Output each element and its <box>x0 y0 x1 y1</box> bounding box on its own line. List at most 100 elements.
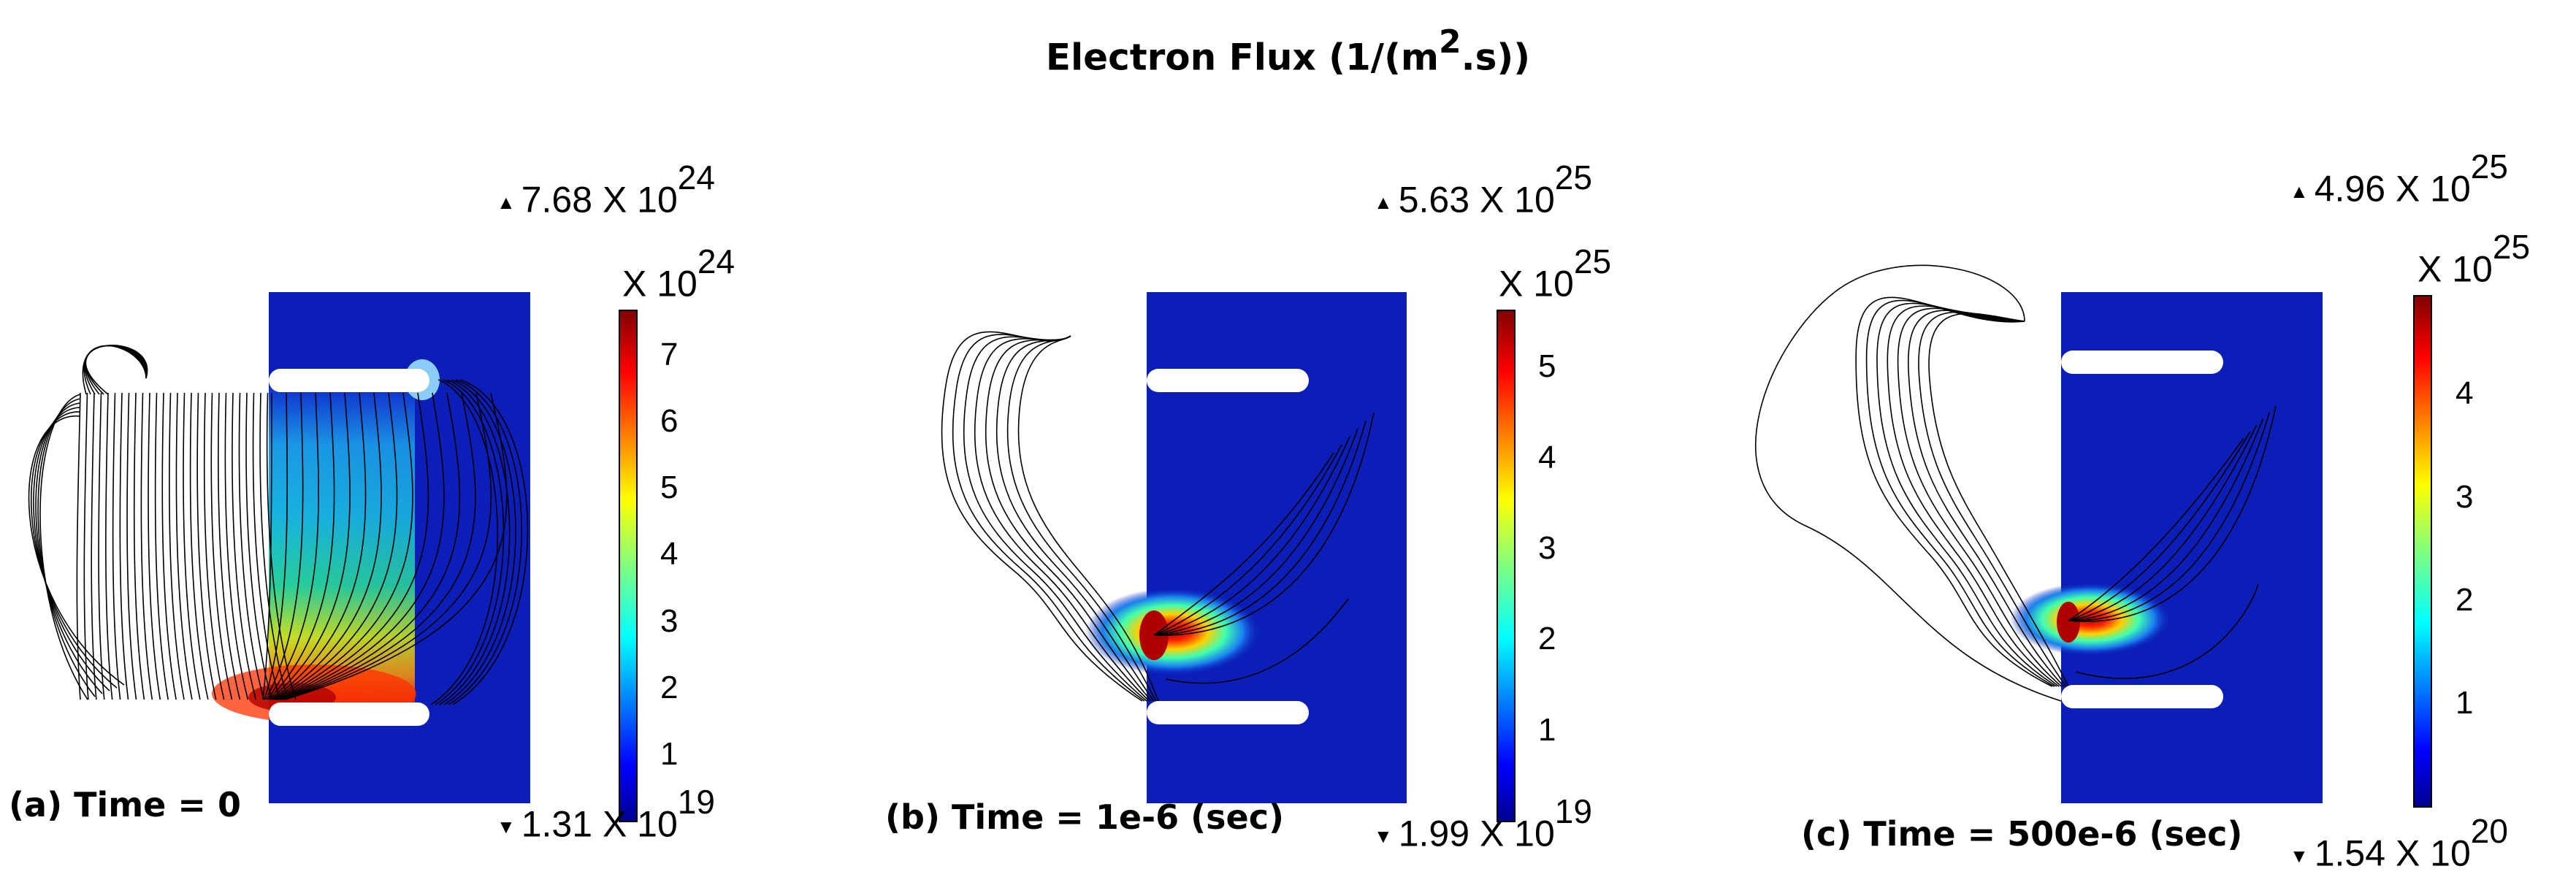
streamline <box>140 392 153 700</box>
streamline <box>1006 335 1157 702</box>
colorbar <box>2413 295 2432 808</box>
panel-caption: (b) Time = 1e-6 (sec) <box>885 797 1285 837</box>
streamline <box>33 407 110 692</box>
streamline <box>1855 296 2052 687</box>
streamline <box>452 379 529 705</box>
colorbar <box>1497 310 1516 822</box>
colorbar-tick-label: 2 <box>1538 621 1556 657</box>
streamline <box>2068 405 2277 622</box>
colorbar-tick-label: 1 <box>1538 711 1556 748</box>
streamline <box>232 392 257 700</box>
min-value-label: ▼ 1.99 X 1019 <box>1374 792 1592 854</box>
panel-b-plot <box>941 292 1516 822</box>
panel-b: ▲ 5.63 X 1025 X 1025 5 4 3 2 1 ▼ 1.99 X 1019 (… <box>859 0 1718 896</box>
colorbar-tick-label: 3 <box>1538 529 1556 566</box>
colorbar-tick-label: 3 <box>660 602 679 639</box>
colorbar-tick-label: 5 <box>660 470 679 506</box>
streamline <box>245 392 272 700</box>
streamline <box>274 392 398 700</box>
streamline <box>280 392 461 700</box>
streamline <box>995 335 1155 702</box>
streamline <box>448 379 522 705</box>
streamline <box>277 392 429 700</box>
streamline <box>1017 335 1159 702</box>
streamlines <box>1755 264 2277 702</box>
streamline <box>439 379 511 705</box>
streamline <box>268 392 335 700</box>
streamline <box>2068 425 2258 621</box>
top-electrode <box>269 369 429 392</box>
streamline <box>175 392 193 700</box>
streamline <box>76 392 81 700</box>
streamline <box>1153 412 1375 636</box>
streamline <box>435 379 505 705</box>
streamline <box>270 392 351 700</box>
streamline <box>2068 437 2244 621</box>
streamline <box>259 392 288 700</box>
colorbar-tick-label: 1 <box>660 735 679 772</box>
max-value-label: ▲ 5.63 X 1025 <box>1374 158 1592 221</box>
streamlines <box>28 345 529 705</box>
streamline <box>224 392 249 700</box>
streamline <box>941 331 1143 702</box>
streamline <box>210 392 233 700</box>
colorbar-tick-label: 3 <box>2455 478 2474 515</box>
streamline <box>252 392 280 700</box>
streamline <box>126 392 137 700</box>
streamline <box>1153 436 1350 636</box>
streamline <box>443 379 516 705</box>
colorbar-unit-label: X 1025 <box>1499 242 1612 305</box>
streamlines <box>941 331 1375 702</box>
streamline <box>161 392 177 700</box>
colorbar-tick-label: 4 <box>2455 375 2474 412</box>
streamline <box>112 392 121 700</box>
streamline <box>283 392 492 700</box>
streamline <box>952 334 1145 702</box>
streamline <box>183 392 201 700</box>
streamline <box>985 335 1153 702</box>
colorbar-unit-label: X 1025 <box>2418 228 2531 290</box>
colorbar <box>619 310 638 822</box>
max-value-label: ▲ 7.68 X 1024 <box>497 158 715 221</box>
streamline <box>264 392 288 700</box>
streamline <box>218 392 241 700</box>
figure-title: Electron Flux (1/(m2.s)) <box>1045 23 1531 79</box>
streamline <box>1165 598 1349 684</box>
streamline <box>272 392 382 700</box>
bottom-electrode <box>269 702 429 726</box>
streamline <box>203 392 225 700</box>
colorbar-tick-label: 2 <box>2455 581 2474 618</box>
streamline <box>2068 431 2251 621</box>
streamline <box>91 392 97 700</box>
streamline <box>281 392 476 700</box>
colorbar-tick-label: 4 <box>660 536 679 573</box>
colorbar-tick-label: 4 <box>1538 439 1556 475</box>
streamline <box>98 392 105 700</box>
colorbar-tick-label: 2 <box>660 669 679 705</box>
streamline <box>278 392 445 700</box>
colorbar-tick-label: 7 <box>660 336 679 372</box>
streamline <box>265 392 304 700</box>
bottom-electrode <box>2061 685 2223 708</box>
streamline <box>189 392 209 700</box>
streamline <box>1153 444 1342 636</box>
streamline <box>85 345 148 395</box>
streamline <box>1928 313 2069 687</box>
streamline <box>105 392 113 700</box>
streamline <box>169 392 185 700</box>
max-value-label: ▲ 4.96 X 1025 <box>2290 148 2508 210</box>
streamline <box>28 416 125 686</box>
streamline <box>2068 418 2264 621</box>
streamline <box>154 392 169 700</box>
bottom-electrode <box>1147 701 1309 724</box>
streamline <box>430 379 499 705</box>
panel-a-plot <box>28 292 638 822</box>
streamline <box>267 392 319 700</box>
streamline <box>963 335 1147 702</box>
min-value-label: ▼ 1.54 X 1020 <box>2290 812 2508 874</box>
field-region <box>2061 292 2323 803</box>
streamline <box>284 392 508 700</box>
streamline <box>2075 583 2259 679</box>
panel-c-plot <box>1755 264 2432 808</box>
colorbar-tick-label: 5 <box>1538 348 1556 385</box>
